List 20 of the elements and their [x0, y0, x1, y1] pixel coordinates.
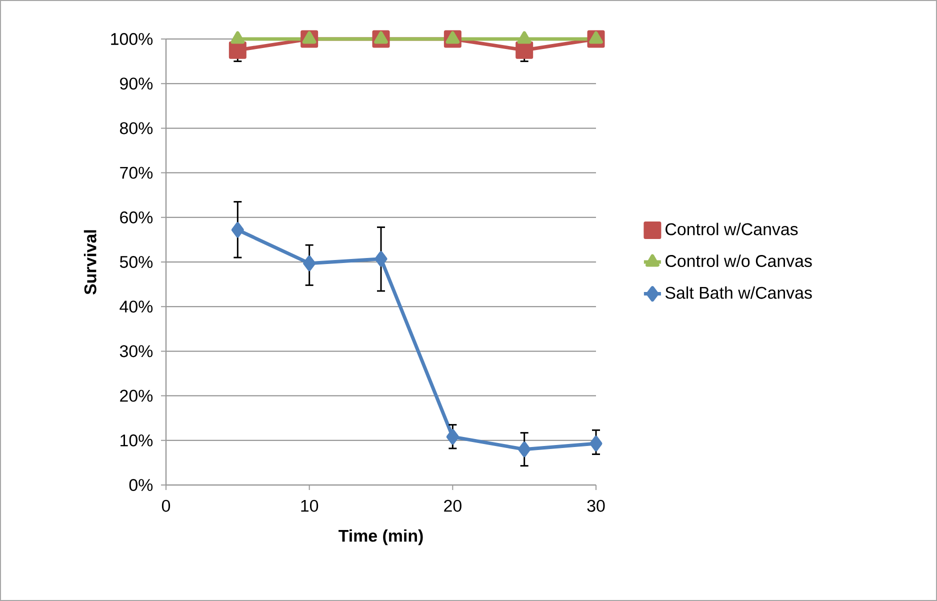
y-tick-label: 10% — [120, 434, 153, 446]
y-tick-label: 30% — [120, 345, 153, 358]
y-tick-label: 50% — [120, 256, 153, 268]
x-tick-label: 20 — [444, 500, 462, 512]
y-tick-label: 0% — [129, 479, 153, 491]
legend-label: Control w/Canvas — [666, 222, 798, 236]
y-tick-label: 80% — [120, 122, 153, 134]
y-tick-label: 90% — [120, 78, 153, 90]
y-axis-title: Survival — [84, 230, 96, 294]
legend-label: Control w/o Canvas — [666, 254, 812, 268]
y-tick-label: 40% — [120, 300, 153, 313]
legend-label: Salt Bath w/Canvas — [665, 286, 812, 299]
y-tick-label: 60% — [120, 211, 153, 224]
x-tick-label: 10 — [301, 500, 318, 512]
x-axis-title: Time (min) — [338, 529, 423, 546]
x-tick-label: 30 — [587, 500, 605, 512]
x-tick-label: 0 — [162, 500, 170, 512]
y-tick-label: 20% — [120, 390, 153, 402]
y-tick-label: 100% — [111, 33, 153, 45]
y-tick-label: 70% — [120, 166, 153, 179]
